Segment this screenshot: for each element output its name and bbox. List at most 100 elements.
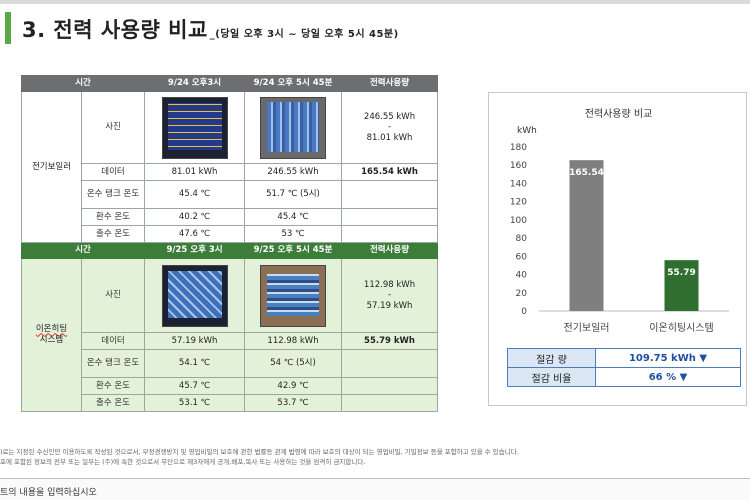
table1-cell: 45.4 ℃: [244, 208, 343, 226]
savings-rate-label: 절감 비율: [507, 367, 596, 387]
usage-bar-chart: kWh 0 20 40 60 80 100 120 140 160 180 165.54 전기보일러 55…: [510, 126, 729, 334]
y-tick-label: 20: [516, 289, 528, 299]
notes-pane[interactable]: [0, 478, 750, 500]
table2-photo-end-cell: [244, 258, 343, 333]
table2-cell: [341, 377, 439, 395]
table2-row-return: 환수 온도 45.7 ℃ 42.9 ℃: [22, 377, 439, 395]
bar: [569, 160, 604, 311]
table2-cell: 53.7 ℃: [244, 394, 343, 412]
y-tick-label: 140: [510, 179, 527, 189]
table2-row-data: 데이터 57.19 kWh 112.98 kWh 55.79 kWh: [22, 332, 439, 350]
table2-header-start: 9/25 오후 3시: [144, 242, 246, 259]
table1-row-label: 환수 온도: [80, 208, 146, 226]
table1-cell: 40.2 ℃: [144, 208, 246, 226]
table2-group-line1: 이온히팅: [35, 324, 68, 335]
table1-photo-end-cell: [244, 91, 343, 164]
y-tick-label: 80: [516, 234, 528, 244]
table1-row-outlet: 출수 온도 47.6 ℃ 53 ℃: [22, 225, 439, 243]
table2-row-label: 환수 온도: [80, 377, 146, 395]
disclaimer-line1: )료는 지정된 수신인만 이용하도록 작성된 것으로서, 부정경쟁방지 및 영업…: [0, 448, 519, 456]
table1-header-row: 시간 9/24 오후3시 9/24 오후 5시 45분 전력사용량: [20, 75, 439, 92]
table1-cell: [341, 208, 439, 226]
boiler-meter-photo-end: [260, 96, 327, 159]
y-tick-label: 160: [510, 161, 527, 171]
table1-usage-total: 165.54 kWh: [341, 163, 439, 181]
top-border: [0, 0, 750, 4]
table1-cell: 51.7 ℃ (5시): [244, 180, 343, 209]
table2-usage-calc: 112.98 kWh - 57.19 kWh: [341, 258, 439, 333]
table2-row-label: 데이터: [80, 332, 146, 350]
table1-group-label: 전기보일러: [21, 91, 82, 243]
table2-cell: [341, 349, 439, 378]
table1-row-tank: 온수 탱크 온도 45.4 ℃ 51.7 ℃ (5시): [22, 180, 439, 209]
y-axis-unit-label: kWh: [517, 126, 537, 136]
table1-cell: 47.6 ℃: [144, 225, 246, 243]
y-tick-label: 0: [521, 307, 527, 317]
bar: [664, 260, 699, 311]
notes-placeholder[interactable]: 트의 내용을 입력하십시오: [0, 488, 97, 498]
table1-row-label: 데이터: [80, 163, 146, 181]
table1-row-return: 환수 온도 40.2 ℃ 45.4 ℃: [22, 208, 439, 226]
table2-photo-label: 사진: [80, 258, 146, 333]
table2-cell: 54 ℃ (5시): [244, 349, 343, 378]
savings-table: 절감 량 109.75 kWh ▼ 절감 비율 66 % ▼: [507, 348, 741, 387]
table1-row-label: 온수 탱크 온도: [80, 180, 146, 209]
table1-header-end: 9/24 오후 5시 45분: [244, 75, 343, 92]
table2-row-tank: 온수 탱크 온도 54.1 ℃ 54 ℃ (5시): [22, 349, 439, 378]
y-tick-label: 100: [510, 216, 527, 226]
table2-photo-start-cell: [144, 258, 246, 333]
table2-row-outlet: 출수 온도 53.1 ℃ 53.7 ℃: [22, 394, 439, 412]
table2-cell: 54.1 ℃: [144, 349, 246, 378]
table1-cell: 53 ℃: [244, 225, 343, 243]
table1-cell: 81.01 kWh: [144, 163, 246, 181]
table2-photo-row: 이온히팅 시스템 사진 112.98 kWh - 57.19 kWh: [21, 258, 439, 412]
table2-cell: 112.98 kWh: [244, 332, 343, 350]
chart-title: 전력사용량 비교: [584, 109, 653, 120]
comparison-table: 시간 9/24 오후3시 9/24 오후 5시 45분 전력사용량 전기보일러 …: [20, 75, 439, 412]
table1-photo-start-cell: [144, 91, 246, 164]
table2-row-label: 출수 온도: [80, 394, 146, 412]
bar-data-label: 55.79: [667, 268, 695, 278]
ion-meter-photo-start: [161, 264, 228, 327]
y-tick-label: 40: [516, 271, 528, 281]
table2-usage-line1: 112.98 kWh: [363, 279, 416, 290]
table2-cell: 42.9 ℃: [244, 377, 343, 395]
table1-cell: 246.55 kWh: [244, 163, 343, 181]
table1-row-label: 출수 온도: [80, 225, 146, 243]
y-tick-label: 60: [516, 252, 528, 262]
table1-cell: [341, 225, 439, 243]
table1-photo-row: 전기보일러 사진 246.55 kWh - 81.01 kWh: [21, 91, 439, 243]
savings-rate-value: 66 % ▼: [595, 367, 741, 387]
table2-usage-dash: -: [387, 290, 392, 301]
table1-header-start: 9/24 오후3시: [144, 75, 246, 92]
table1-usage-calc: 246.55 kWh - 81.01 kWh: [341, 91, 439, 164]
table2-header-row: 시간 9/25 오후 3시 9/25 오후 5시 45분 전력사용량: [20, 242, 439, 259]
x-category-label: 전기보일러: [564, 322, 610, 334]
disclaimer-line2: 포에 포함된 정보의 전부 또는 일부는 (주)에 속한 것으로서 무단으로 제…: [0, 458, 366, 466]
table2-cell: 57.19 kWh: [144, 332, 246, 350]
y-tick-label: 180: [510, 143, 527, 153]
table2-header-time: 시간: [20, 242, 146, 259]
x-category-label: 이온히팅시스템: [649, 322, 713, 334]
savings-amount-label: 절감 량: [507, 348, 596, 368]
page-title: 3. 전력 사용량 비교 _(당일 오후 3시 ~ 당일 오후 5시 45분): [22, 14, 399, 44]
title-subtitle: _(당일 오후 3시 ~ 당일 오후 5시 45분): [209, 29, 399, 40]
table1-cell: [341, 180, 439, 209]
bar-data-label: 165.54: [569, 168, 604, 178]
table2-cell: 53.1 ℃: [144, 394, 246, 412]
table1-usage-line1: 246.55 kWh: [363, 111, 416, 122]
table2-cell: [341, 394, 439, 412]
table2-group-line2: 시스템: [39, 335, 64, 345]
table2-row-label: 온수 탱크 온도: [80, 349, 146, 378]
savings-amount-row: 절감 량 109.75 kWh ▼: [507, 348, 741, 368]
table2-header-end: 9/25 오후 5시 45분: [244, 242, 343, 259]
title-accent-bar: [5, 12, 11, 44]
table1-header-usage: 전력사용량: [341, 75, 439, 92]
table1-usage-line2: 81.01 kWh: [366, 132, 413, 143]
table2-header-usage: 전력사용량: [341, 242, 439, 259]
table1-photo-label: 사진: [80, 91, 146, 164]
ion-meter-photo-end: [260, 264, 327, 327]
y-tick-label: 120: [510, 198, 527, 208]
table1-usage-dash: -: [387, 122, 392, 133]
table1-cell: 45.4 ℃: [144, 180, 246, 209]
